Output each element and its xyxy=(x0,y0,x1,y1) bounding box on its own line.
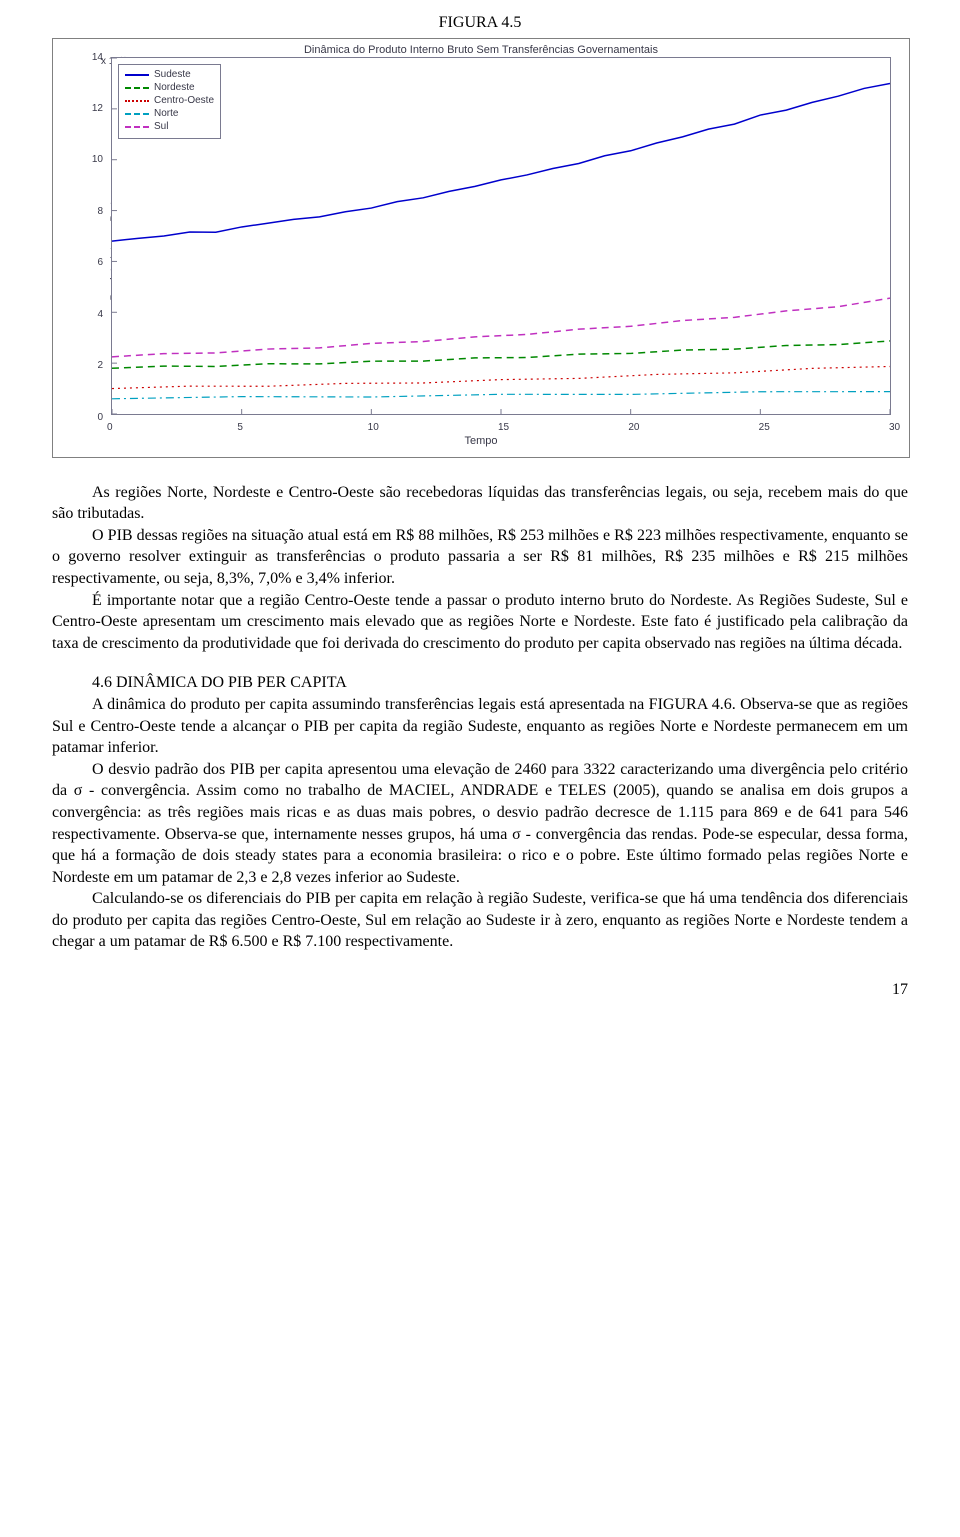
legend-swatch xyxy=(125,113,149,115)
x-tick-label: 25 xyxy=(759,421,770,435)
chart-plot-area: SudesteNordesteCentro-OesteNorteSul xyxy=(111,57,891,415)
chart-container: Dinâmica do Produto Interno Bruto Sem Tr… xyxy=(52,38,910,458)
paragraph-4: A dinâmica do produto per capita assumin… xyxy=(52,694,908,759)
section-title: 4.6 DINÂMICA DO PIB PER CAPITA xyxy=(52,672,908,694)
figure-label: FIGURA 4.5 xyxy=(52,12,908,34)
legend-label: Nordeste xyxy=(154,81,195,95)
paragraph-5: O desvio padrão dos PIB per capita apres… xyxy=(52,759,908,889)
legend-swatch xyxy=(125,74,149,76)
chart-svg xyxy=(112,58,890,414)
chart-title: Dinâmica do Produto Interno Bruto Sem Tr… xyxy=(53,43,909,58)
legend-swatch xyxy=(125,126,149,128)
y-tick-label: 0 xyxy=(97,411,103,425)
legend-label: Norte xyxy=(154,107,178,121)
paragraph-2: O PIB dessas regiões na situação atual e… xyxy=(52,525,908,590)
x-tick-label: 0 xyxy=(107,421,113,435)
legend-label: Centro-Oeste xyxy=(154,94,214,108)
legend-item: Norte xyxy=(125,108,214,121)
legend-swatch xyxy=(125,87,149,89)
y-tick-label: 12 xyxy=(92,102,103,116)
legend-item: Sul xyxy=(125,121,214,134)
y-tick-label: 10 xyxy=(92,153,103,167)
legend-item: Sudeste xyxy=(125,69,214,82)
y-tick-label: 14 xyxy=(92,51,103,65)
y-tick-label: 4 xyxy=(97,308,103,322)
legend-label: Sul xyxy=(154,120,168,134)
x-tick-label: 10 xyxy=(368,421,379,435)
y-tick-label: 6 xyxy=(97,256,103,270)
chart-x-axis-label: Tempo xyxy=(53,434,909,449)
x-tick-label: 5 xyxy=(237,421,243,435)
x-tick-label: 20 xyxy=(628,421,639,435)
legend-item: Nordeste xyxy=(125,82,214,95)
chart-legend: SudesteNordesteCentro-OesteNorteSul xyxy=(118,64,221,139)
legend-item: Centro-Oeste xyxy=(125,95,214,108)
page-number: 17 xyxy=(52,979,908,1001)
legend-swatch xyxy=(125,100,149,102)
x-tick-label: 15 xyxy=(498,421,509,435)
y-tick-label: 8 xyxy=(97,205,103,219)
paragraph-3: É importante notar que a região Centro-O… xyxy=(52,590,908,655)
paragraph-1: As regiões Norte, Nordeste e Centro-Oest… xyxy=(52,482,908,525)
x-tick-label: 30 xyxy=(889,421,900,435)
y-tick-label: 2 xyxy=(97,359,103,373)
sigma-symbol: σ xyxy=(512,826,521,843)
paragraph-6: Calculando-se os diferenciais do PIB per… xyxy=(52,888,908,953)
legend-label: Sudeste xyxy=(154,68,191,82)
